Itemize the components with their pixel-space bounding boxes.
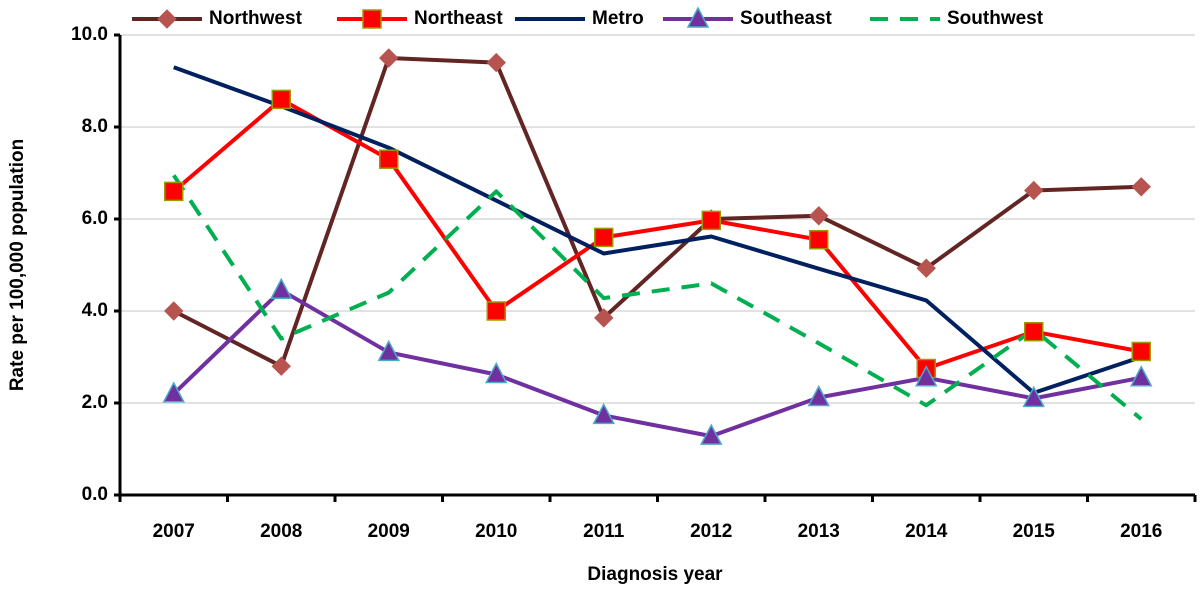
data-point [377,339,400,362]
y-axis-title: Rate per 100,000 population [7,139,28,391]
y-tick-label: 6.0 [82,208,108,229]
series-line [172,56,1142,369]
y-tick-label: 4.0 [82,300,108,321]
data-point [1131,341,1151,362]
data-point [807,384,830,407]
data-point [1024,321,1044,342]
x-tick-label: 2013 [798,521,840,542]
data-point [1024,180,1044,201]
y-tick-label: 0.0 [82,484,108,505]
legend-label: Metro [592,8,644,29]
y-tick-label: 2.0 [82,392,108,413]
x-tick-label: 2010 [475,521,517,542]
legend-label: Southeast [740,8,833,29]
data-point [592,402,615,425]
data-point [379,149,399,169]
data-point [701,210,721,231]
data-point [594,227,614,248]
x-tick-label: 2007 [153,521,195,542]
data-point [1130,365,1153,387]
data-point [486,52,506,73]
x-tick-label: 2011 [583,521,625,542]
series-line [173,65,1142,395]
x-tick-label: 2009 [368,521,410,542]
data-point [271,356,291,376]
series-line [172,97,1142,371]
data-point [486,301,506,321]
legend-label: Northeast [414,8,503,29]
legend-label: Northwest [209,8,303,29]
data-point [270,277,293,300]
data-point [594,308,614,328]
legend-marker [157,9,177,29]
data-point [271,89,291,110]
x-tick-label: 2016 [1120,521,1162,542]
data-point [162,381,185,403]
series-line [172,288,1142,439]
x-axis-title: Diagnosis year [587,564,723,585]
data-point [485,361,508,384]
data-point [809,206,829,226]
legend-marker [686,6,710,28]
legend-marker [362,9,382,29]
data-point [164,181,184,202]
series-line [172,174,1143,421]
data-point [1022,385,1045,408]
x-tick-label: 2015 [1013,521,1056,542]
x-tick-label: 2008 [260,521,302,542]
data-point [809,229,829,250]
data-point [916,258,936,278]
data-point [700,423,723,445]
data-point [164,301,184,321]
data-point [1131,177,1151,197]
x-tick-label: 2014 [905,521,948,542]
y-tick-label: 10.0 [71,24,108,45]
data-point [915,365,938,387]
data-point [379,48,399,68]
y-tick-label: 8.0 [82,116,108,137]
x-tick-label: 2012 [690,521,732,542]
legend-label: Southwest [947,8,1044,29]
